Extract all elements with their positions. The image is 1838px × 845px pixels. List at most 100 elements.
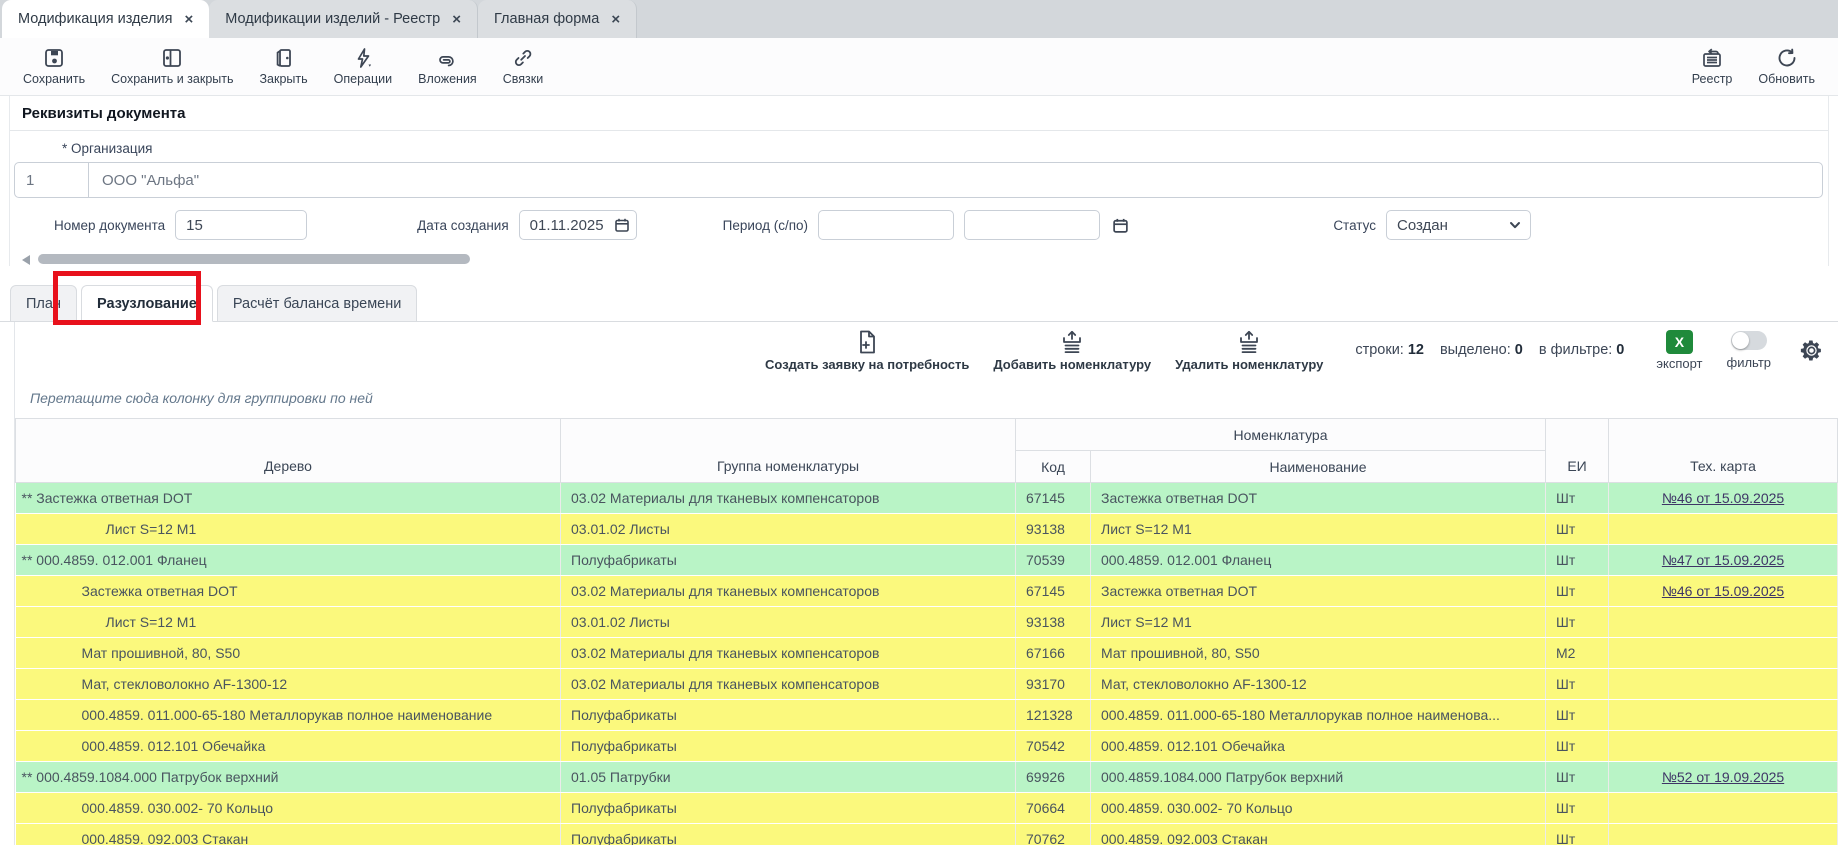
door-icon [273, 47, 295, 69]
cell-unit: Шт [1545, 699, 1610, 731]
tab-time-balance[interactable]: Расчёт баланса времени [216, 285, 418, 322]
organization-name[interactable]: ООО "Альфа" [102, 171, 200, 189]
cell-name: 000.4859.1084.000 Патрубок верхний [1090, 761, 1547, 793]
window-tab-label: Модификации изделий - Реестр [225, 11, 441, 27]
period-label: Период (с/по) [722, 217, 809, 233]
horizontal-scrollbar [10, 254, 1828, 266]
techcard-link[interactable]: №46 от 15.09.2025 [1661, 583, 1785, 599]
table-row[interactable]: ** 000.4859. 012.001 Фланец Полуфабрикаты… [15, 544, 1838, 576]
column-header-techcard[interactable]: Тех. карта [1608, 418, 1838, 483]
refresh-label: Обновить [1758, 72, 1815, 86]
techcard-link[interactable]: №46 от 15.09.2025 [1661, 490, 1785, 506]
cell-name: 000.4859. 092.003 Стакан [1090, 823, 1547, 845]
operations-button[interactable]: Операции [321, 43, 405, 90]
document-requisites-panel: Реквизиты документа * Организация 1 ООО … [9, 96, 1829, 266]
close-tab-icon[interactable]: × [452, 10, 461, 28]
chain-link-icon [512, 47, 534, 69]
create-request-button[interactable]: Создать заявку на потребность [765, 329, 969, 372]
cell-tree: Застежка ответная DOT [15, 575, 561, 607]
status-select[interactable]: Создан [1386, 210, 1531, 240]
organization-code[interactable]: 1 [15, 163, 89, 197]
techcard-link[interactable]: №52 от 19.09.2025 [1661, 769, 1785, 785]
calendar-icon[interactable] [614, 217, 630, 233]
rows-counter: строки: 12 [1355, 342, 1424, 358]
close-tab-icon[interactable]: × [184, 10, 194, 28]
selected-counter: выделено: 0 [1439, 342, 1523, 358]
close-button[interactable]: Закрыть [247, 43, 321, 90]
close-tab-icon[interactable]: × [611, 10, 621, 28]
column-header-unit[interactable]: ЕИ [1545, 418, 1610, 483]
cell-tree: 000.4859. 092.003 Стакан [15, 823, 561, 845]
refresh-button[interactable]: Обновить [1745, 43, 1828, 90]
doc-number-label: Номер документа [54, 217, 166, 233]
cell-unit: Шт [1545, 730, 1610, 762]
cell-code: 93138 [1015, 513, 1091, 545]
organization-label: * Организация [62, 141, 153, 156]
cell-code: 121328 [1015, 699, 1091, 731]
table-row[interactable]: ** Застежка ответная DOT 03.02 Материалы … [15, 482, 1838, 514]
group-by-hint: Перетащите сюда колонку для группировки … [30, 390, 373, 406]
window-tab-modifications-registry[interactable]: Модификации изделий - Реестр × [209, 0, 478, 38]
upload-list-icon [1059, 329, 1085, 355]
table-row[interactable]: ** 000.4859.1084.000 Патрубок верхний 01.… [15, 761, 1838, 793]
window-tab-main-form[interactable]: Главная форма × [478, 0, 638, 38]
scroll-left-arrow-icon[interactable] [22, 255, 30, 265]
cell-techcard [1608, 823, 1838, 845]
cell-group: Полуфабрикаты [560, 730, 1016, 762]
attachments-label: Вложения [418, 72, 477, 86]
paperclip-icon [436, 47, 458, 69]
links-button[interactable]: Связки [490, 43, 556, 90]
window-tab-product-modification[interactable]: Модификация изделия × [2, 0, 210, 38]
table-row[interactable]: 000.4859. 030.002- 70 Кольцо Полуфабрикат… [15, 792, 1838, 824]
tab-plan[interactable]: План [10, 285, 77, 322]
table-row[interactable]: 000.4859. 092.003 Стакан Полуфабрикаты 707… [15, 823, 1838, 845]
cell-tree: Мат, стекловолокно AF-1300-12 [15, 668, 561, 700]
table-row[interactable]: Мат, стекловолокно AF-1300-12 03.02 Матер… [15, 668, 1838, 700]
table-row[interactable]: Застежка ответная DOT 03.02 Материалы для… [15, 575, 1838, 607]
save-button[interactable]: Сохранить [10, 43, 98, 90]
column-header-tree[interactable]: Дерево [15, 418, 561, 483]
cell-group: 03.02 Материалы для тканевых компенсатор… [560, 668, 1016, 700]
column-header-name[interactable]: Наименование [1089, 450, 1547, 483]
period-from-input[interactable] [818, 210, 955, 240]
lightning-icon [352, 47, 374, 69]
organization-field[interactable]: 1 ООО "Альфа" [14, 162, 1823, 198]
cell-code: 67145 [1015, 482, 1091, 514]
cell-unit: Шт [1545, 544, 1610, 576]
column-header-group[interactable]: Группа номенклатуры [560, 418, 1016, 483]
tab-breakdown[interactable]: Разузлование [80, 285, 213, 322]
cell-group: 03.01.02 Листы [560, 513, 1016, 545]
chevron-down-icon [1508, 218, 1522, 232]
scrollbar-thumb[interactable] [38, 254, 470, 264]
save-and-close-icon [161, 47, 183, 69]
doc-number-input[interactable] [175, 210, 308, 240]
cell-group: 01.05 Патрубки [560, 761, 1016, 793]
add-nomenclature-button[interactable]: Добавить номенклатуру [993, 329, 1151, 372]
table-row[interactable]: Лист S=12 М1 03.01.02 Листы 93138 Лист S=12… [15, 513, 1838, 545]
cell-name: Мат, стекловолокно AF-1300-12 [1090, 668, 1547, 700]
cell-group: Полуфабрикаты [560, 544, 1016, 576]
period-to-input[interactable] [964, 210, 1101, 240]
registry-button[interactable]: Реестр [1679, 43, 1746, 90]
export-button[interactable]: X экспорт [1656, 329, 1703, 371]
save-and-close-button[interactable]: Сохранить и закрыть [98, 43, 246, 90]
export-label: экспорт [1656, 355, 1703, 371]
filter-toggle[interactable] [1730, 330, 1767, 350]
table-row[interactable]: 000.4859. 011.000-65-180 Металлорукав по… [15, 699, 1838, 731]
table-row[interactable]: Лист S=12 М1 03.01.02 Листы 93138 Лист S=12… [15, 606, 1838, 638]
add-nomenclature-label: Добавить номенклатуру [993, 356, 1152, 372]
create-request-label: Создать заявку на потребность [765, 356, 970, 372]
settings-gear-icon[interactable] [1799, 338, 1824, 363]
create-date-input[interactable] [518, 210, 637, 240]
cell-tree: Мат прошивной, 80, S50 [15, 637, 561, 669]
refresh-icon [1776, 47, 1798, 69]
attachments-button[interactable]: Вложения [405, 43, 490, 90]
window-tab-label: Главная форма [494, 11, 600, 27]
period-calendar-icon[interactable] [1112, 217, 1129, 234]
table-row[interactable]: 000.4859. 012.101 Обечайка Полуфабрикаты 7… [15, 730, 1838, 762]
techcard-link[interactable]: №47 от 15.09.2025 [1661, 552, 1785, 568]
column-header-code[interactable]: Код [1015, 450, 1091, 483]
table-row[interactable]: Мат прошивной, 80, S50 03.02 Материалы дл… [15, 637, 1838, 669]
remove-nomenclature-button[interactable]: Удалить номенклатуру [1175, 329, 1323, 372]
